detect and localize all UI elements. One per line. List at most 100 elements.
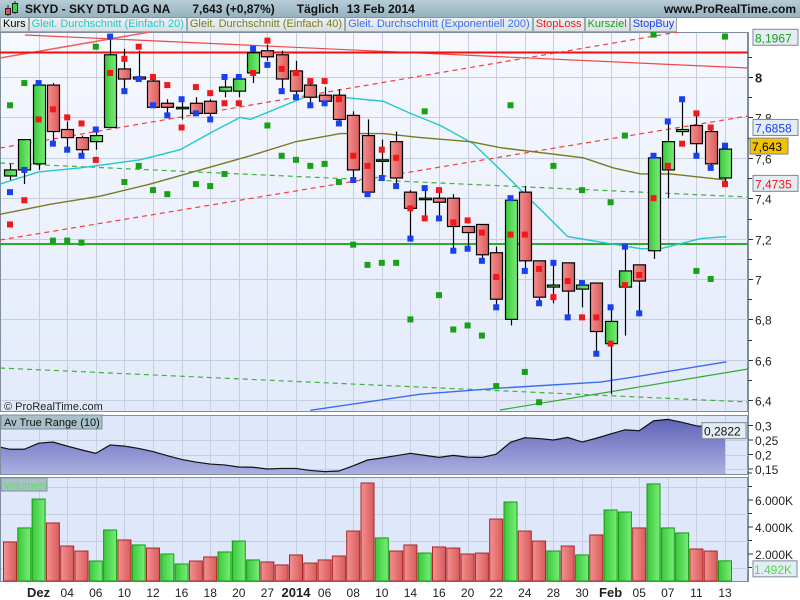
candle-body-down — [432, 197, 447, 203]
price-label-text: 7,4735 — [755, 177, 792, 191]
kursziel-marker — [464, 322, 471, 329]
stoploss-marker — [49, 106, 56, 113]
candle — [661, 121, 676, 199]
candle-body-down — [446, 197, 461, 228]
x-axis-label: 12 — [146, 586, 160, 600]
candle — [461, 225, 476, 249]
volume-bar-down — [188, 560, 203, 582]
stoploss-marker — [235, 100, 242, 107]
volume-bar-down — [3, 541, 17, 582]
candle — [232, 78, 247, 98]
price-label-text: 7,643 — [752, 140, 782, 154]
candle — [75, 135, 90, 156]
legend-sma20[interactable]: Gleit. Durchschnitt (Einfach 20) — [28, 18, 187, 32]
volume-bar-down — [146, 547, 160, 582]
stopbuy-marker — [536, 300, 543, 307]
stoploss-marker — [350, 152, 357, 159]
x-axis-label: 28 — [547, 586, 561, 600]
y-axis-label: 7,2 — [755, 234, 772, 248]
stoploss-marker — [378, 146, 385, 153]
kursziel-marker — [150, 187, 156, 194]
kursziel-marker — [436, 292, 442, 299]
stoploss-marker — [636, 271, 643, 278]
price-label-box — [752, 28, 799, 46]
stoploss-marker — [464, 217, 471, 224]
trendline-green-dashed-upper — [0, 162, 748, 198]
candles — [3, 38, 733, 395]
kursziel-marker — [335, 179, 342, 186]
volume-bar-down — [60, 545, 75, 582]
period[interactable]: Täglich — [296, 1, 339, 16]
price-label: 8,1967 — [752, 28, 799, 46]
site-link[interactable]: www.ProRealTime.com — [663, 1, 796, 16]
legend-sma40[interactable]: Gleit. Durchschnitt (Einfach 40) — [186, 18, 346, 32]
volume-bar-down — [317, 559, 332, 582]
stopbuy-marker — [436, 215, 442, 222]
candle — [418, 190, 433, 219]
candle-body-down — [303, 84, 318, 98]
candle-body-up — [17, 139, 32, 171]
x-axis-label: 06 — [89, 586, 103, 600]
signal-markers — [7, 32, 728, 406]
ema200-line — [310, 361, 727, 411]
kursziel-marker — [536, 399, 543, 406]
stopbuy-marker — [679, 96, 686, 103]
volume-bar-up — [160, 553, 175, 582]
volume-bar-down — [117, 539, 132, 582]
stopbuy-marker — [293, 94, 299, 101]
volume-value-box — [752, 560, 798, 578]
stoploss-marker — [550, 294, 557, 301]
stoploss-marker — [364, 162, 371, 169]
kursziel-marker — [521, 368, 528, 375]
volume-bar-up — [31, 498, 46, 582]
kursziel-marker — [21, 80, 28, 87]
y-axis-label: 0,2 — [755, 449, 772, 463]
kursziel-marker — [421, 108, 428, 115]
stoploss-marker — [421, 215, 428, 222]
stopbuy-marker — [350, 177, 357, 184]
stopbuy-marker — [722, 142, 728, 149]
stopbuy-marker — [407, 235, 414, 242]
candle — [675, 99, 690, 136]
volume-bar-down — [403, 544, 418, 582]
volume-bar-down — [474, 552, 489, 582]
stopbuy-marker — [21, 166, 28, 173]
legend-stoploss[interactable]: StopLoss — [532, 18, 585, 32]
volume-title-box: Volumen — [0, 477, 48, 492]
candle-body-up — [3, 169, 18, 177]
volume-title: Volumen — [3, 480, 46, 492]
candle-body-up — [32, 84, 47, 165]
kursziel-marker — [207, 183, 214, 190]
x-axis-label: 30 — [575, 586, 589, 600]
candle — [504, 198, 519, 326]
x-axis-label: 11 — [690, 586, 703, 600]
x-axis-label: Dez — [27, 585, 51, 600]
stoploss-marker — [321, 78, 328, 85]
volume-bar-up — [675, 532, 690, 582]
volume-bar-down — [274, 564, 289, 582]
kursziel-marker — [650, 32, 657, 38]
candle-body-down — [117, 68, 132, 80]
kursziel-marker — [407, 316, 414, 323]
stoploss-marker — [293, 69, 299, 76]
candle-body-down — [260, 50, 275, 58]
stoploss-marker — [21, 197, 28, 204]
candle — [117, 48, 132, 90]
kursziel-marker — [707, 276, 714, 282]
x-axis-label: 2014 — [282, 585, 312, 600]
volume-bar-up — [131, 544, 146, 582]
y-axis-label: 8 — [755, 71, 762, 86]
legend-ema200[interactable]: Gleit. Durchschnitt (Exponentiell 200) — [345, 18, 533, 32]
stopbuy-marker — [35, 80, 42, 87]
legend-kursziel[interactable]: Kursziel — [584, 18, 630, 32]
stopbuy-marker — [121, 88, 128, 95]
candle-body-up — [246, 52, 261, 74]
volume-bar-down — [560, 545, 575, 582]
legend-stopbuy[interactable]: StopBuy — [629, 18, 678, 32]
stopbuy-marker — [621, 243, 628, 250]
stopbuy-marker — [550, 259, 557, 266]
kursziel-marker — [478, 332, 485, 339]
volume-bar-up — [575, 554, 589, 582]
legend-kurs[interactable]: Kurs — [0, 18, 29, 32]
